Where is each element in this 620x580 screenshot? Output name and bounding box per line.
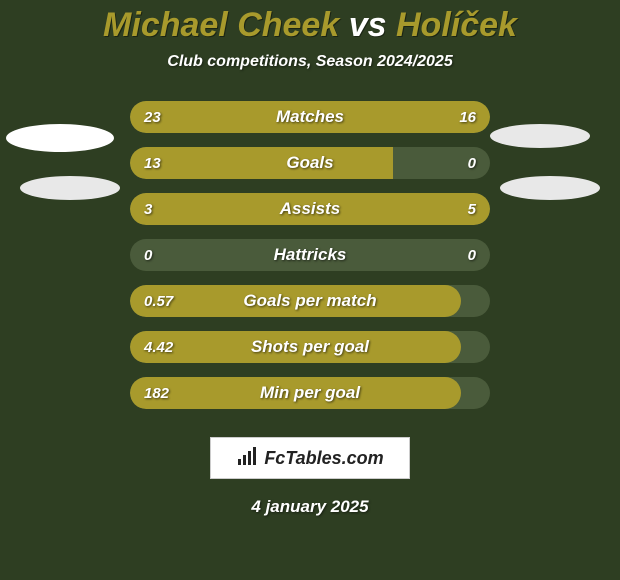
- stat-row: 0.57Goals per match: [130, 285, 490, 317]
- oval-right-bottom: [500, 176, 600, 200]
- stat-label: Goals per match: [130, 285, 490, 317]
- stat-label: Matches: [130, 101, 490, 133]
- stat-row: 4.42Shots per goal: [130, 331, 490, 363]
- stat-row: 182Min per goal: [130, 377, 490, 409]
- oval-left-top: [6, 124, 114, 152]
- stat-label: Min per goal: [130, 377, 490, 409]
- stat-row: 23Matches16: [130, 101, 490, 133]
- date-text: 4 january 2025: [0, 497, 620, 517]
- vs-text: vs: [349, 6, 387, 44]
- stat-value-right: 0: [468, 239, 476, 271]
- page-title: Michael Cheek vs Holíček: [0, 0, 620, 45]
- stat-row: 0Hattricks0: [130, 239, 490, 271]
- stat-label: Assists: [130, 193, 490, 225]
- stat-value-right: 16: [459, 101, 476, 133]
- brand-box: FcTables.com: [210, 437, 410, 479]
- stat-value-right: 0: [468, 147, 476, 179]
- stat-value-right: 5: [468, 193, 476, 225]
- player1-name: Michael Cheek: [103, 6, 339, 44]
- brand-icon: [236, 445, 260, 472]
- page-root: Michael Cheek vs Holíček Club competitio…: [0, 0, 620, 580]
- oval-right-top: [490, 124, 590, 148]
- stat-label: Hattricks: [130, 239, 490, 271]
- stat-label: Shots per goal: [130, 331, 490, 363]
- brand-text: FcTables.com: [264, 448, 383, 469]
- stats-container: 23Matches1613Goals03Assists50Hattricks00…: [130, 101, 490, 409]
- player2-name: Holíček: [396, 6, 517, 44]
- subtitle: Club competitions, Season 2024/2025: [0, 53, 620, 71]
- oval-left-bottom: [20, 176, 120, 200]
- stat-row: 13Goals0: [130, 147, 490, 179]
- stat-label: Goals: [130, 147, 490, 179]
- stat-row: 3Assists5: [130, 193, 490, 225]
